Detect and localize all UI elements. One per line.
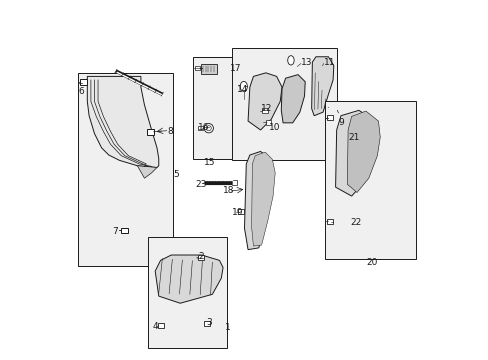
FancyBboxPatch shape bbox=[147, 129, 154, 135]
Text: 2: 2 bbox=[198, 252, 204, 261]
Bar bbox=[324, 102, 415, 258]
Polygon shape bbox=[311, 57, 333, 116]
Text: 1: 1 bbox=[225, 323, 230, 332]
Text: 23: 23 bbox=[195, 180, 206, 189]
FancyBboxPatch shape bbox=[194, 66, 200, 70]
Text: 9: 9 bbox=[338, 118, 344, 127]
Polygon shape bbox=[244, 152, 272, 249]
Text: 21: 21 bbox=[348, 133, 360, 142]
PathPatch shape bbox=[87, 76, 159, 167]
Polygon shape bbox=[247, 73, 282, 130]
FancyBboxPatch shape bbox=[198, 255, 204, 260]
Bar bbox=[192, 57, 247, 158]
Text: 8: 8 bbox=[167, 127, 173, 136]
FancyBboxPatch shape bbox=[201, 64, 216, 73]
Text: 15: 15 bbox=[203, 158, 215, 167]
Text: 10: 10 bbox=[268, 123, 280, 132]
Text: 11: 11 bbox=[323, 58, 335, 67]
FancyBboxPatch shape bbox=[326, 115, 333, 120]
Polygon shape bbox=[346, 111, 380, 193]
FancyBboxPatch shape bbox=[326, 219, 333, 224]
Text: 6: 6 bbox=[78, 87, 84, 96]
Bar bbox=[148, 237, 226, 348]
Bar bbox=[231, 48, 337, 160]
Text: 19: 19 bbox=[231, 208, 243, 217]
Text: 22: 22 bbox=[349, 218, 361, 227]
Text: 3: 3 bbox=[206, 318, 212, 327]
Text: 16: 16 bbox=[198, 123, 209, 132]
FancyBboxPatch shape bbox=[80, 78, 87, 85]
FancyBboxPatch shape bbox=[197, 126, 203, 130]
FancyBboxPatch shape bbox=[157, 323, 163, 328]
Text: 18: 18 bbox=[223, 186, 234, 195]
Text: 5: 5 bbox=[173, 170, 179, 179]
Text: 13: 13 bbox=[300, 58, 312, 67]
Ellipse shape bbox=[240, 81, 247, 91]
Text: 7: 7 bbox=[112, 226, 118, 235]
Polygon shape bbox=[281, 75, 305, 123]
Polygon shape bbox=[251, 152, 275, 246]
FancyBboxPatch shape bbox=[231, 180, 237, 185]
FancyBboxPatch shape bbox=[203, 321, 210, 326]
Text: 20: 20 bbox=[365, 258, 377, 267]
Text: 12: 12 bbox=[260, 104, 271, 113]
FancyBboxPatch shape bbox=[265, 120, 271, 125]
FancyBboxPatch shape bbox=[237, 209, 244, 214]
FancyBboxPatch shape bbox=[262, 108, 267, 113]
Polygon shape bbox=[335, 111, 376, 196]
Text: 17: 17 bbox=[230, 64, 241, 73]
FancyBboxPatch shape bbox=[121, 228, 128, 233]
Text: 4: 4 bbox=[152, 322, 158, 331]
Text: 14: 14 bbox=[237, 85, 248, 94]
Polygon shape bbox=[155, 255, 223, 303]
Polygon shape bbox=[137, 166, 157, 178]
Ellipse shape bbox=[287, 56, 294, 65]
Bar bbox=[78, 73, 173, 266]
